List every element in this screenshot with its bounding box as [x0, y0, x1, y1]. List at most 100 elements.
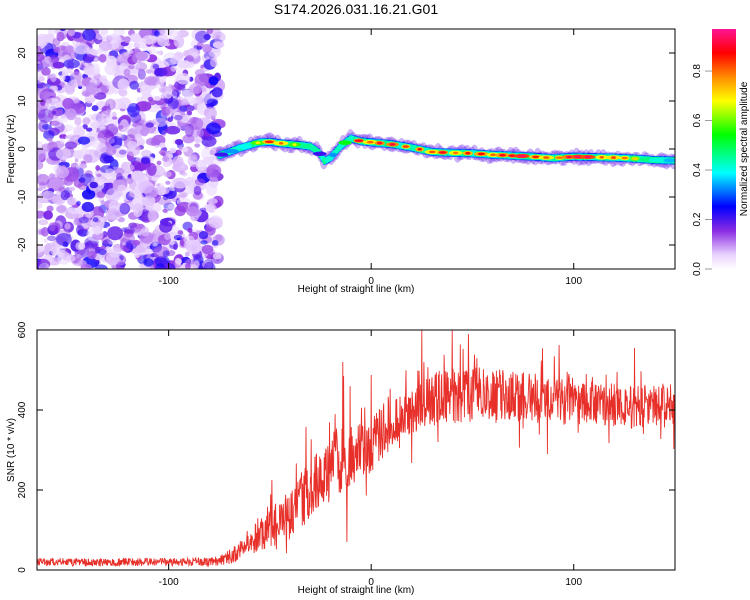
heatmap-noise-blob	[196, 104, 203, 111]
heatmap-noise-blob	[37, 202, 43, 209]
heatmap-noise-blob	[194, 178, 206, 186]
heatmap-noise-blob	[176, 122, 186, 130]
colorbar-tick-label: 0.4	[692, 163, 703, 177]
heatmap-ridge-peak	[555, 156, 565, 159]
heatmap-ridge-peak	[292, 143, 297, 146]
heatmap-noise-blob	[106, 35, 113, 43]
bottom-y-axis-label: SNR (10 * v/v)	[6, 418, 17, 482]
heatmap-noise-blob	[73, 42, 90, 55]
heatmap-noise-blob	[212, 31, 226, 43]
heatmap-noise-blob	[144, 186, 159, 199]
heatmap-noise-blob	[161, 156, 170, 163]
heatmap-noise-blob	[105, 188, 122, 203]
heatmap-ridge-peak	[453, 151, 459, 155]
colorbar-tick-label: 0.2	[692, 212, 703, 226]
heatmap-noise-blob	[67, 29, 76, 37]
heatmap-noise-blob	[60, 29, 66, 32]
heatmap-noise-blob	[113, 29, 125, 38]
heatmap-noise-blob	[196, 41, 204, 49]
heatmap-noise-blob	[100, 200, 106, 206]
heatmap-noise-blob	[208, 215, 223, 229]
heatmap-noise-blob	[109, 247, 122, 258]
heatmap-noise-blob	[112, 243, 123, 253]
heatmap-noise-blob	[180, 193, 186, 200]
heatmap-noise-blob	[206, 198, 218, 205]
heatmap-noise-blob	[182, 186, 197, 195]
heatmap-noise-blob	[119, 52, 130, 67]
heatmap-noise-blob	[93, 57, 98, 62]
heatmap-noise-blob	[105, 98, 116, 111]
heatmap-noise-blob	[155, 80, 164, 90]
heatmap-ridge-peak	[354, 139, 364, 142]
heatmap-noise-blob	[165, 152, 173, 157]
heatmap-noise-blob	[94, 264, 108, 269]
heatmap-noise-blob	[68, 186, 76, 192]
heatmap-noise-blob	[119, 203, 131, 215]
heatmap-noise-blob	[76, 225, 84, 235]
heatmap-noise-blob	[184, 251, 190, 257]
heatmap-noise-blob	[169, 147, 177, 154]
heatmap-noise-blob	[209, 149, 215, 156]
heatmap-noise-blob	[98, 248, 107, 255]
heatmap-noise-blob	[141, 226, 150, 237]
heatmap-noise-blob	[135, 145, 142, 151]
heatmap-noise-blob	[178, 192, 188, 198]
heatmap-noise-blob	[194, 73, 209, 87]
heatmap-noise-blob	[153, 96, 161, 101]
colorbar-gradient	[712, 29, 736, 269]
heatmap-noise-blob	[78, 177, 86, 183]
heatmap-noise-blob	[82, 117, 91, 125]
colorbar-tick-label: 0.8	[692, 64, 703, 78]
heatmap-ridge-peak	[621, 156, 628, 160]
heatmap-noise-blob	[203, 261, 216, 269]
heatmap-noise-blob	[206, 164, 222, 178]
y-tick-label: 600	[17, 321, 28, 338]
heatmap-noise-blob	[118, 121, 130, 128]
heatmap-noise-blob	[96, 88, 102, 93]
heatmap-noise-blob	[167, 204, 175, 210]
heatmap-noise-blob	[57, 250, 70, 265]
heatmap-noise-blob	[51, 119, 62, 128]
heatmap-noise-blob	[196, 129, 205, 137]
heatmap-ridge-peak	[532, 155, 540, 159]
heatmap-noise-blob	[146, 162, 157, 176]
heatmap-noise-blob	[85, 240, 98, 250]
heatmap-noise-blob	[154, 68, 163, 77]
heatmap-ridge-peak	[599, 156, 605, 159]
heatmap-noise-blob	[174, 139, 184, 145]
heatmap-noise-blob	[80, 264, 92, 269]
heatmap-noise-blob	[52, 61, 65, 69]
heatmap-noise-blob	[196, 45, 203, 51]
heatmap-noise-blob	[117, 260, 125, 266]
heatmap-noise-blob	[145, 122, 154, 128]
heatmap-noise-blob	[56, 233, 72, 246]
heatmap-noise-blob	[112, 111, 117, 119]
heatmap-noise-blob	[208, 76, 219, 86]
heatmap-noise-blob	[37, 73, 44, 84]
chart-title: S174.2026.031.16.21.G01	[274, 1, 438, 17]
heatmap-ridge-core	[214, 152, 229, 157]
heatmap-noise-blob	[177, 96, 184, 100]
heatmap-ridge-peak	[402, 145, 409, 148]
heatmap-noise-blob	[171, 197, 177, 202]
heatmap-ridge-peak	[517, 154, 527, 158]
bottom-x-axis-label: Height of straight line (km)	[298, 585, 415, 596]
heatmap-noise-blob	[56, 205, 67, 213]
heatmap-noise-blob	[165, 105, 174, 115]
heatmap-noise-blob	[128, 222, 137, 228]
heatmap-noise-blob	[102, 231, 108, 238]
heatmap-noise-blob	[37, 244, 45, 253]
heatmap-noise-blob	[156, 50, 161, 55]
colorbar-tick-label: 0.6	[692, 113, 703, 127]
heatmap-noise-blob	[157, 35, 170, 47]
heatmap-noise-blob	[174, 257, 182, 267]
heatmap-noise-blob	[65, 108, 77, 121]
heatmap-noise-blob	[206, 98, 219, 107]
heatmap-noise-blob	[67, 68, 73, 74]
heatmap-noise-blob	[154, 144, 160, 148]
heatmap-ridge-core	[236, 144, 252, 149]
heatmap-noise-blob	[37, 82, 47, 89]
heatmap-noise-blob	[186, 206, 200, 217]
